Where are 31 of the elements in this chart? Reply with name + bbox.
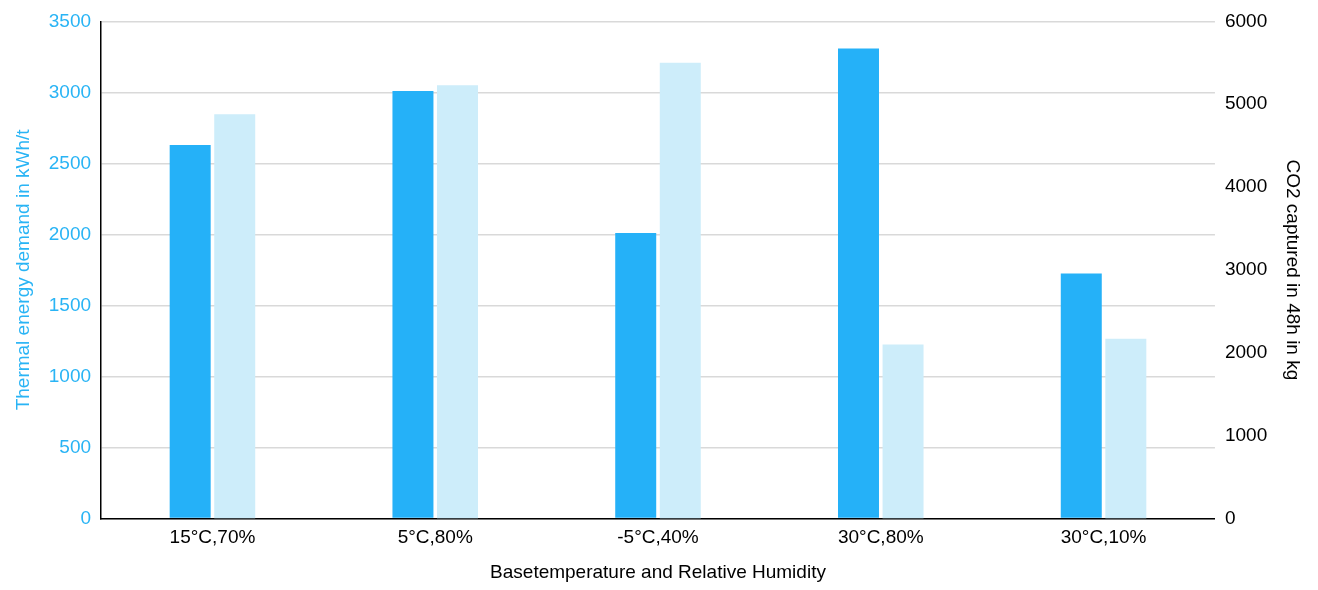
x-tick-label: 30°C,80%	[837, 526, 924, 548]
y-tick-label: 1000	[48, 364, 92, 386]
y2-tick-label: 5000	[1224, 92, 1268, 114]
bar	[1060, 273, 1102, 518]
bar	[392, 90, 434, 518]
y2-axis-title: CO2 captured in 48h in kg	[1283, 159, 1305, 381]
y-tick-label: 3500	[48, 9, 92, 31]
bar	[214, 114, 256, 519]
y-tick-label: 500	[59, 435, 92, 457]
y-tick-label: 2000	[48, 222, 92, 244]
y2-tick-label: 4000	[1224, 175, 1268, 197]
y-tick-label: 2500	[48, 151, 92, 173]
y-tick-label: 1500	[48, 293, 92, 315]
y-tick-label: 0	[80, 506, 92, 528]
x-tick-label: 15°C,70%	[169, 526, 256, 548]
bar	[1105, 338, 1147, 519]
bar	[437, 85, 478, 519]
x-tick-label: 30°C,10%	[1060, 526, 1147, 548]
x-tick-label: -5°C,40%	[617, 526, 699, 548]
y2-tick-label: 0	[1224, 506, 1236, 528]
bar	[882, 344, 924, 519]
y2-tick-label: 2000	[1224, 340, 1268, 362]
y2-tick-label: 1000	[1224, 423, 1268, 445]
y2-tick-label: 6000	[1224, 9, 1268, 31]
x-axis-title: Basetemperature and Relative Humidity	[490, 560, 827, 582]
y-axis-title: Thermal energy demand in kWh/t	[11, 128, 33, 411]
bar	[169, 144, 211, 518]
y-tick-label: 3000	[48, 80, 92, 102]
bar	[838, 48, 879, 518]
x-tick-label: 5°C,80%	[397, 526, 473, 548]
y2-tick-label: 3000	[1224, 258, 1268, 280]
